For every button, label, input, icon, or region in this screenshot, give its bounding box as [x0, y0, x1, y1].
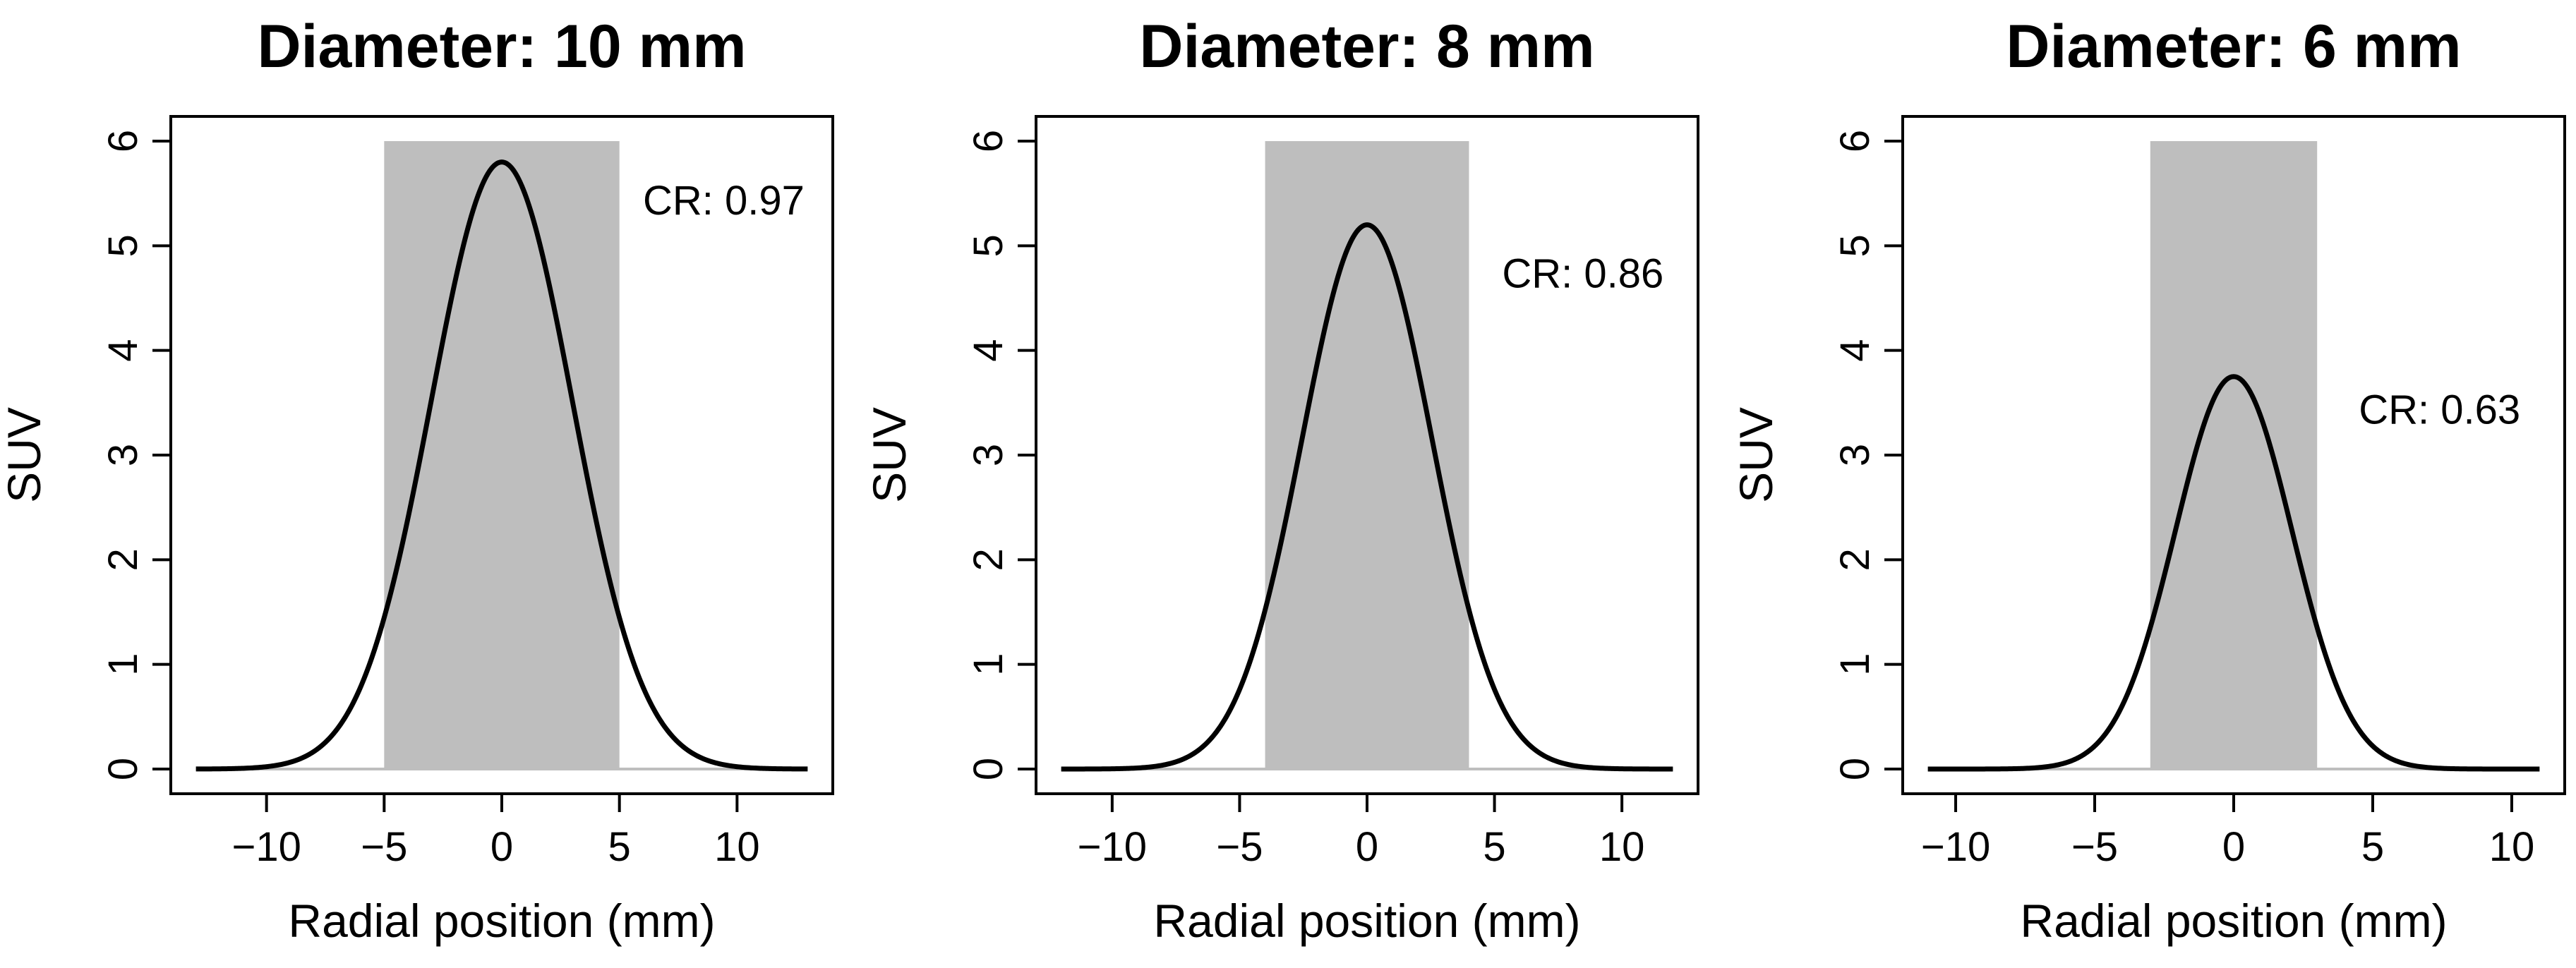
y-axis-label: SUV: [0, 407, 50, 503]
x-tick-label: 10: [714, 824, 760, 870]
y-tick-label: 0: [100, 758, 146, 780]
true-region-rect: [2150, 141, 2318, 769]
x-tick-label: 10: [1599, 824, 1645, 870]
y-tick-label: 5: [1832, 234, 1878, 257]
series-line-1: [195, 159, 809, 772]
y-tick-label: 1: [100, 653, 146, 676]
y-axis-label: SUV: [863, 407, 915, 503]
true-region-rect: [384, 141, 620, 769]
x-tick-label: −5: [2071, 824, 2118, 870]
series-line-1: [1060, 222, 1674, 772]
series-line-1: [1927, 374, 2541, 772]
y-tick-label: 4: [1832, 339, 1878, 362]
x-tick-label: 10: [2489, 824, 2535, 870]
y-tick-label: 4: [965, 339, 1011, 362]
x-tick-label: −5: [361, 824, 407, 870]
x-tick-label: −10: [1921, 824, 1990, 870]
x-tick-label: 0: [490, 824, 513, 870]
chart-panel-1: Diameter: 10 mm −10 −5 0 5 10 0 1 2 3 4 5 6 Radial po…: [0, 13, 834, 947]
x-axis-label: Radial position (mm): [2020, 895, 2447, 947]
y-tick-label: 3: [965, 444, 1011, 466]
x-tick-label: −5: [1216, 824, 1263, 870]
chart-title: Diameter: 10 mm: [257, 13, 746, 80]
x-tick-label: 0: [1356, 824, 1378, 870]
x-tick-label: 5: [1483, 824, 1505, 870]
chart-panel-2: Diameter: 8 mm −10 −5 0 5 10 0 1 2 3 4 5 6 Radial pos…: [863, 13, 1699, 947]
y-tick-label: 6: [1832, 130, 1878, 152]
y-tick-label: 3: [100, 444, 146, 466]
x-tick-label: 5: [2361, 824, 2384, 870]
y-tick-label: 2: [1832, 548, 1878, 571]
chart-title: Diameter: 8 mm: [1139, 13, 1594, 80]
cr-annotation: CR: 0.63: [2359, 387, 2520, 433]
x-tick-label: 5: [608, 824, 631, 870]
y-tick-label: 5: [100, 234, 146, 257]
y-axis-label: SUV: [1730, 407, 1782, 503]
chart-title: Diameter: 6 mm: [2006, 13, 2461, 80]
cr-annotation: CR: 0.86: [1502, 251, 1663, 297]
chart-panel-3: Diameter: 6 mm −10 −5 0 5 10 0 1 2 3 4 5 6 Radial pos…: [1730, 13, 2566, 947]
y-tick-label: 2: [965, 548, 1011, 571]
x-tick-label: −10: [231, 824, 301, 870]
x-axis-label: Radial position (mm): [1153, 895, 1580, 947]
y-tick-label: 2: [100, 548, 146, 571]
y-tick-label: 6: [100, 130, 146, 152]
y-tick-label: 5: [965, 234, 1011, 257]
cr-annotation: CR: 0.97: [643, 178, 805, 224]
true-region-rect: [1265, 141, 1469, 769]
y-tick-label: 0: [1832, 758, 1878, 780]
x-tick-label: −10: [1078, 824, 1147, 870]
y-tick-label: 0: [965, 758, 1011, 780]
x-tick-label: 0: [2222, 824, 2245, 870]
y-tick-label: 3: [1832, 444, 1878, 466]
y-tick-label: 6: [965, 130, 1011, 152]
y-tick-label: 1: [1832, 653, 1878, 676]
x-axis-label: Radial position (mm): [288, 895, 715, 947]
y-tick-label: 4: [100, 339, 146, 362]
y-tick-label: 1: [965, 653, 1011, 676]
